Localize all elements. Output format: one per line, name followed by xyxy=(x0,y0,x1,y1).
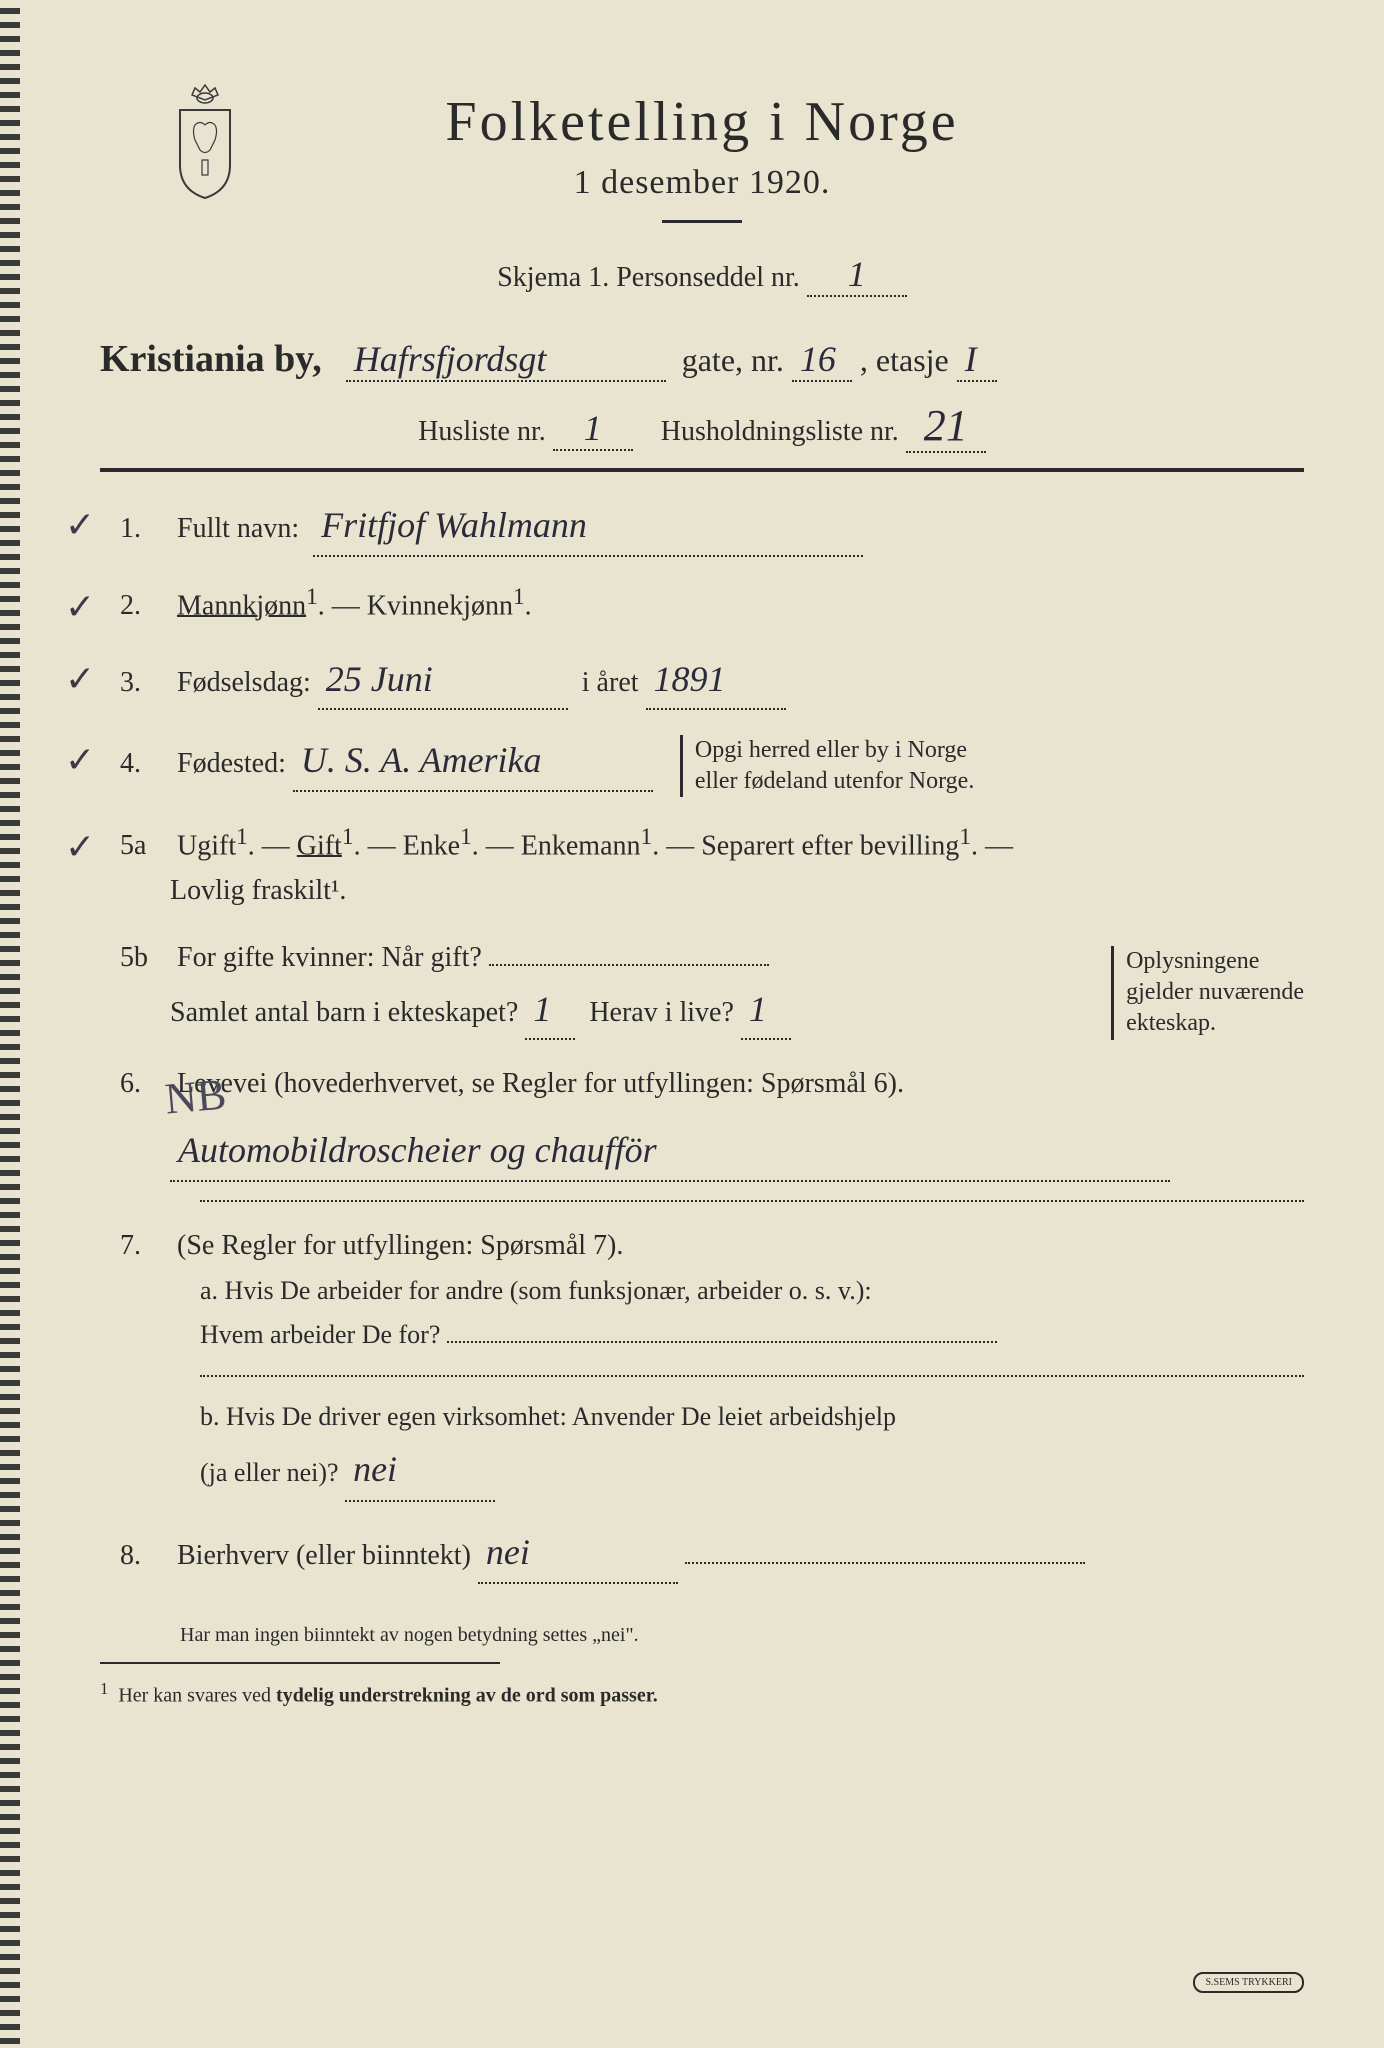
q5b-note: Oplysningene gjelder nuværende ekteskap. xyxy=(1111,946,1304,1040)
check-mark-5a: ✓ xyxy=(65,819,95,877)
footnote-section: Har man ingen biinntekt av nogen betydni… xyxy=(100,1624,1304,1708)
q1-value: Fritfjof Wahlmann xyxy=(313,497,863,557)
gate-name: Hafrsfjordsgt xyxy=(346,338,666,382)
q5b-live-label: Herav i live? xyxy=(589,997,734,1028)
title-underline xyxy=(662,220,742,223)
question-4: ✓ 4. Fødested: U. S. A. Amerika Opgi her… xyxy=(120,732,1304,797)
question-8: 8. Bierhverv (eller biinntekt) nei xyxy=(120,1524,1304,1584)
etasje-value: I xyxy=(957,338,997,382)
q7-blank-line xyxy=(200,1375,1304,1377)
q5b-num: 5b xyxy=(120,936,170,981)
q3-label: Fødselsdag: xyxy=(177,667,311,698)
main-title: Folketelling i Norge xyxy=(100,90,1304,154)
q3-num: 3. xyxy=(120,661,170,706)
q5b-barn-label: Samlet antal barn i ekteskapet? xyxy=(170,997,518,1028)
q2-div: . — xyxy=(318,590,360,621)
norwegian-crest-icon xyxy=(160,80,250,200)
printer-mark: S.SEMS TRYKKERI xyxy=(1193,1972,1304,1993)
main-divider xyxy=(100,468,1304,472)
nb-mark: NB xyxy=(162,1060,229,1135)
q1-num: 1. xyxy=(120,507,170,552)
husholdning-nr: 21 xyxy=(906,400,986,453)
q5b-barn: 1 xyxy=(525,981,575,1041)
husliste-label: Husliste nr. xyxy=(418,416,546,447)
q4-note1: Opgi herred eller by i Norge xyxy=(695,737,967,763)
gate-nr: 16 xyxy=(792,338,852,382)
q6-label: Levevei (hovederhvervet, se Regler for u… xyxy=(177,1068,904,1099)
q5b-gift-blank xyxy=(489,964,769,966)
q5b-live: 1 xyxy=(741,981,791,1041)
husliste-nr: 1 xyxy=(553,407,633,451)
q7a-label: a. Hvis De arbeider for andre (som funks… xyxy=(200,1276,872,1305)
skjema-line: Skjema 1. Personseddel nr. 1 xyxy=(100,253,1304,297)
q7b-label2: (ja eller nei)? xyxy=(200,1458,339,1487)
q7b: b. Hvis De driver egen virksomhet: Anven… xyxy=(200,1395,1304,1502)
gate-label: gate, nr. xyxy=(682,342,784,378)
q3-year-label: i året xyxy=(582,667,639,698)
q5b-note1: Oplysningene xyxy=(1126,948,1259,974)
q8-value: nei xyxy=(478,1524,678,1584)
q2-mann: Mannkjønn xyxy=(177,590,306,621)
q8-label: Bierhverv (eller biinntekt) xyxy=(177,1540,471,1571)
footnote2-num: 1 xyxy=(100,1679,108,1698)
city-label: Kristiania by, xyxy=(100,338,322,380)
kristiania-line: Kristiania by, Hafrsfjordsgt gate, nr. 1… xyxy=(100,337,1304,382)
q4-value: U. S. A. Amerika xyxy=(293,732,653,792)
etasje-label: , etasje xyxy=(860,342,949,378)
q2-num: 2. xyxy=(120,584,170,629)
q3-day: 25 Juni xyxy=(318,651,568,711)
q7-label: (Se Regler for utfyllingen: Spørsmål 7). xyxy=(177,1230,623,1261)
footnote2-text: Her kan svares ved tydelig understreknin… xyxy=(118,1685,657,1707)
q2-end: . xyxy=(525,590,532,621)
check-mark-2: ✓ xyxy=(65,579,95,637)
date-line: 1 desember 1920. xyxy=(100,164,1304,202)
q4-num: 4. xyxy=(120,742,170,787)
q5a-line2: Lovlig fraskilt¹. xyxy=(170,875,346,906)
q5a-num: 5a xyxy=(120,824,170,869)
q4-note: Opgi herred eller by i Norge eller fødel… xyxy=(680,735,974,797)
q8-num: 8. xyxy=(120,1534,170,1579)
question-2: ✓ 2. Mannkjønn1. — Kvinnekjønn1. xyxy=(120,579,1304,629)
question-5b: 5b For gifte kvinner: Når gift? Oplysnin… xyxy=(120,936,1304,1040)
q4-label: Fødested: xyxy=(177,748,286,779)
q6-blank-line xyxy=(200,1200,1304,1202)
q7b-label: b. Hvis De driver egen virksomhet: Anven… xyxy=(200,1402,896,1431)
q7a-label2: Hvem arbeider De for? xyxy=(200,1320,440,1349)
q7a: a. Hvis De arbeider for andre (som funks… xyxy=(200,1269,1304,1357)
husliste-line: Husliste nr. 1 Husholdningsliste nr. 21 xyxy=(100,400,1304,453)
skjema-label: Skjema 1. Personseddel nr. xyxy=(497,262,800,293)
document-header: Folketelling i Norge 1 desember 1920. Sk… xyxy=(100,90,1304,297)
q4-note2: eller fødeland utenfor Norge. xyxy=(695,768,974,794)
q7-num: 7. xyxy=(120,1224,170,1269)
check-mark-3: ✓ xyxy=(65,651,95,709)
personseddel-nr: 1 xyxy=(807,253,907,297)
q5b-note3: ekteskap. xyxy=(1126,1010,1216,1036)
q3-year: 1891 xyxy=(646,651,786,711)
footnote2-row: 1 Her kan svares ved tydelig understrekn… xyxy=(100,1679,1304,1708)
question-6: NB 6. Levevei (hovederhvervet, se Regler… xyxy=(120,1062,1304,1201)
q5b-note2: gjelder nuværende xyxy=(1126,979,1304,1005)
q8-blank xyxy=(685,1562,1085,1564)
question-5a: ✓ 5a Ugift1. — Gift1. — Enke1. — Enkeman… xyxy=(120,819,1304,914)
check-mark-1: ✓ xyxy=(65,497,95,555)
q7b-value: nei xyxy=(345,1439,495,1502)
question-7: 7. (Se Regler for utfyllingen: Spørsmål … xyxy=(120,1224,1304,1503)
footnote-divider xyxy=(100,1662,500,1664)
perforation-edge xyxy=(0,0,20,2048)
q2-kvinne: Kvinnekjønn xyxy=(367,590,513,621)
q2-sup1: 1 xyxy=(306,584,318,610)
question-3: ✓ 3. Fødselsdag: 25 Juni i året 1891 xyxy=(120,651,1304,711)
q1-label: Fullt navn: xyxy=(177,513,299,544)
q7a-blank xyxy=(447,1341,997,1343)
husholdning-label: Husholdningsliste nr. xyxy=(661,416,899,447)
question-1: ✓ 1. Fullt navn: Fritfjof Wahlmann xyxy=(120,497,1304,557)
q6-value: Automobildroscheier og chaufför xyxy=(170,1122,1170,1182)
q2-sup2: 1 xyxy=(513,584,525,610)
check-mark-4: ✓ xyxy=(65,732,95,790)
q5b-label: For gifte kvinner: Når gift? xyxy=(177,942,482,973)
footnote1: Har man ingen biinntekt av nogen betydni… xyxy=(180,1624,1304,1647)
